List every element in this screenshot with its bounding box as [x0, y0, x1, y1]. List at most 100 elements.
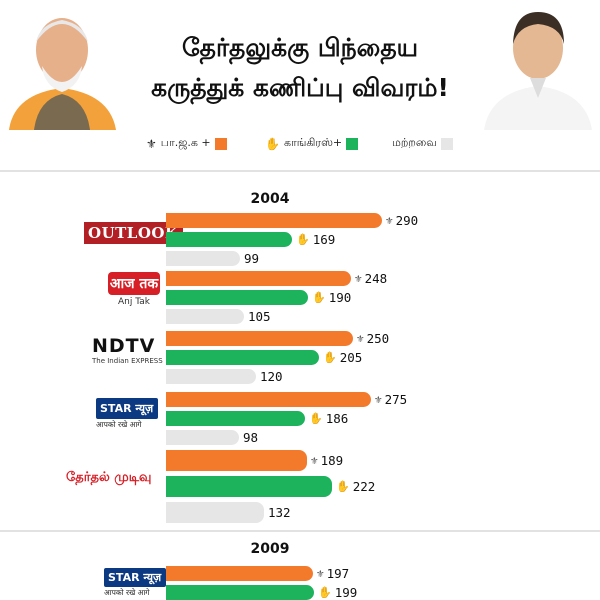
data-label: ⚜ 189 [311, 450, 343, 471]
bar-others [166, 502, 264, 523]
star-wordmark: STAR न्यूज़ [104, 568, 166, 587]
right-portrait [478, 2, 598, 130]
data-label: ✋ 222 [336, 476, 375, 497]
legend-item-others: மற்றவை [392, 136, 453, 151]
bar-value: 290 [395, 213, 419, 228]
bar-value: 99 [244, 251, 260, 266]
bar-value: 248 [364, 271, 388, 286]
legend-item-bjp: ⚜ பா.ஜ.க + [146, 136, 227, 151]
star-caption: आपको रखे आगे [96, 420, 142, 429]
lotus-icon: ⚜ [355, 272, 362, 285]
outlook-wordmark: OUTLOOK [84, 222, 183, 244]
chart-title-2004: 2004 [250, 191, 290, 207]
lotus-icon: ⚜ [311, 454, 318, 467]
bar-others [166, 251, 240, 266]
bar-value: 169 [312, 232, 336, 247]
legend-swatch [346, 137, 359, 150]
bar-congress [166, 290, 308, 305]
data-label: ✋ 169 [296, 232, 335, 247]
bar-value: 105 [248, 309, 271, 324]
left-portrait [4, 2, 122, 130]
bar-value: 222 [352, 479, 376, 494]
divider [0, 170, 600, 172]
bar-bjp [166, 271, 351, 286]
election-result-label: தேர்தல் முடிவு [66, 470, 152, 485]
legend-item-congress: ✋ காங்கிரஸ்+ [265, 136, 359, 151]
data-label: ✋ 190 [312, 290, 351, 305]
data-label: ⚜ 248 [355, 271, 387, 286]
bar-congress [166, 350, 319, 365]
bar-congress [166, 232, 292, 247]
bar-others [166, 369, 256, 384]
outlook-logo: OUTLOOK [84, 222, 183, 244]
bar-value: 189 [320, 453, 344, 468]
lotus-icon: ⚜ [357, 332, 364, 345]
bar-congress [166, 585, 314, 600]
bar-bjp [166, 392, 371, 407]
star-logo-2009: STAR न्यूज़ आपको रखे आगे [104, 568, 166, 598]
data-label: 99 [244, 251, 259, 266]
lotus-icon: ⚜ [375, 393, 382, 406]
data-label: ✋ 205 [323, 350, 362, 365]
bar-others [166, 309, 244, 324]
legend-label: காங்கிரஸ்+ [283, 136, 343, 149]
bar-others [166, 430, 239, 445]
bar-value: 98 [243, 430, 259, 445]
legend: ⚜ பா.ஜ.க + ✋ காங்கிரஸ்+ மற்றவை [0, 136, 600, 156]
hand-icon: ✋ [318, 586, 332, 599]
hand-icon: ✋ [336, 480, 350, 493]
data-label: ⚜ 250 [357, 331, 389, 346]
data-label: 105 [248, 309, 271, 324]
header: தேர்தலுக்கு பிந்தைய கருத்துக் கணிப்பு வி… [0, 0, 600, 175]
lotus-icon: ⚜ [146, 136, 157, 151]
bar-value: 205 [339, 350, 363, 365]
bar-value: 275 [384, 392, 408, 407]
legend-label: பா.ஜ.க + [160, 136, 211, 149]
star-logo: STAR न्यूज़ आपको रखे आगे [96, 398, 158, 430]
bar-value: 132 [268, 505, 291, 520]
data-label: 120 [260, 369, 283, 384]
ndtv-caption: The Indian EXPRESS [92, 357, 163, 365]
legend-label: மற்றவை [392, 136, 437, 149]
divider [0, 530, 600, 532]
aajtak-logo: आज तक Anj Tak [108, 272, 160, 307]
aajtak-wordmark: आज तक [108, 272, 160, 295]
data-label: ✋ 199 [318, 585, 357, 600]
chart-title-2009: 2009 [250, 541, 290, 557]
bar-congress [166, 411, 305, 426]
legend-swatch [440, 137, 453, 150]
lotus-icon: ⚜ [386, 214, 393, 227]
hand-icon: ✋ [323, 351, 337, 364]
hand-icon: ✋ [296, 233, 310, 246]
data-label: ⚜ 197 [317, 566, 349, 581]
star-caption: आपको रखे आगे [104, 588, 150, 597]
data-label: ✋ 186 [309, 411, 348, 426]
bar-bjp [166, 213, 382, 228]
bar-value: 190 [328, 290, 352, 305]
bar-value: 186 [325, 411, 349, 426]
aajtak-caption: Anj Tak [118, 297, 150, 307]
title-line-1: தேர்தலுக்கு பிந்தைய [181, 33, 419, 62]
bar-bjp [166, 331, 353, 346]
bar-bjp [166, 450, 307, 471]
data-label: 132 [268, 502, 291, 523]
bar-congress [166, 476, 332, 497]
data-label: ⚜ 275 [375, 392, 407, 407]
bar-bjp [166, 566, 313, 581]
ndtv-wordmark: NDTV [92, 335, 156, 357]
data-label: ⚜ 290 [386, 213, 418, 228]
bar-value: 120 [260, 369, 283, 384]
bar-value: 199 [334, 585, 358, 600]
legend-swatch [214, 137, 227, 150]
page-title: தேர்தலுக்கு பிந்தைய கருத்துக் கணிப்பு வி… [120, 28, 480, 108]
hand-icon: ✋ [265, 136, 280, 151]
data-label: 98 [243, 430, 258, 445]
lotus-icon: ⚜ [317, 567, 324, 580]
hand-icon: ✋ [312, 291, 326, 304]
hand-icon: ✋ [309, 412, 323, 425]
star-wordmark: STAR न्यूज़ [96, 398, 158, 419]
bar-value: 197 [326, 566, 350, 581]
ndtv-logo: NDTV The Indian EXPRESS [92, 335, 163, 365]
title-line-2: கருத்துக் கணிப்பு விவரம்! [151, 73, 449, 102]
bar-value: 250 [366, 331, 390, 346]
